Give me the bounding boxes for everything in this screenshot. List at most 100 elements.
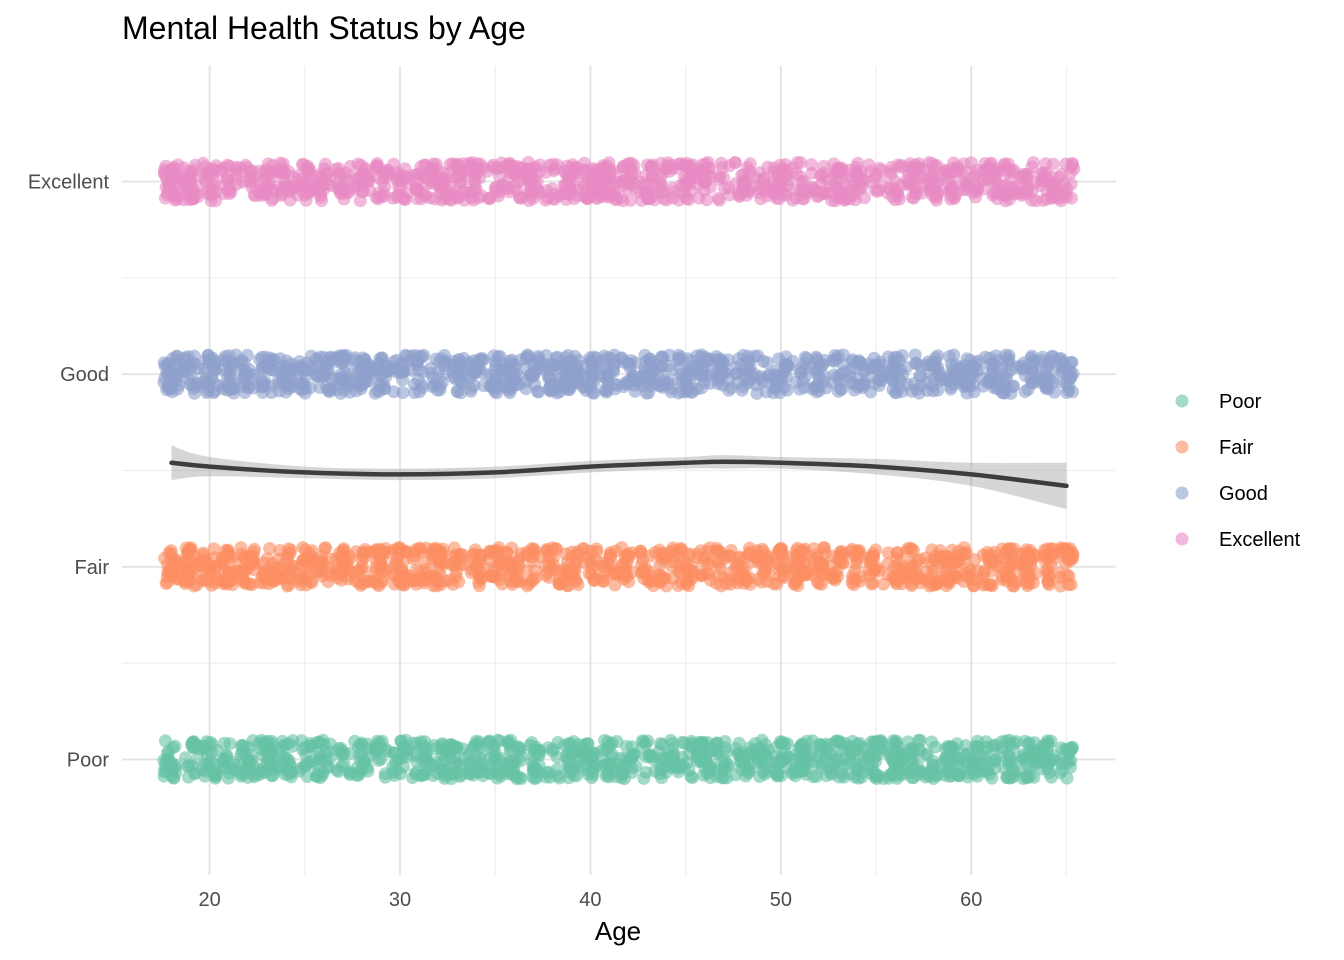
data-point: [944, 173, 958, 187]
data-point: [1039, 380, 1053, 394]
data-point: [418, 735, 432, 749]
data-point: [684, 572, 698, 586]
data-point: [951, 564, 965, 577]
data-point: [179, 541, 193, 555]
data-point: [197, 171, 211, 185]
data-point: [550, 378, 564, 392]
data-point: [598, 353, 612, 367]
data-point: [584, 381, 598, 395]
data-point: [303, 381, 317, 395]
data-point: [419, 189, 432, 203]
data-point: [179, 555, 193, 568]
data-point: [303, 171, 317, 185]
data-point: [219, 748, 233, 762]
data-point: [577, 163, 591, 177]
data-point: [467, 193, 481, 207]
data-point: [825, 549, 839, 563]
data-point: [1020, 768, 1034, 782]
data-point: [654, 761, 668, 775]
data-point: [908, 348, 922, 362]
data-point: [615, 764, 629, 777]
data-point: [988, 753, 1002, 767]
data-point: [337, 383, 351, 397]
data-point: [825, 193, 839, 207]
data-point: [275, 371, 289, 385]
data-point: [734, 754, 748, 768]
data-point: [728, 156, 742, 170]
data-point: [930, 159, 944, 173]
data-point: [538, 559, 552, 573]
data-point: [905, 542, 919, 556]
data-point: [225, 567, 239, 581]
data-point: [983, 578, 997, 592]
data-point: [722, 383, 736, 397]
data-point: [553, 572, 566, 586]
data-point: [266, 191, 280, 205]
data-point: [292, 169, 306, 182]
data-point: [692, 191, 706, 205]
data-point: [263, 542, 277, 555]
data-point: [284, 543, 298, 557]
data-point: [360, 737, 374, 751]
data-point: [188, 158, 202, 172]
data-point: [164, 379, 178, 393]
data-point: [800, 186, 814, 200]
data-point: [610, 735, 624, 748]
data-point: [432, 554, 446, 568]
data-point: [886, 743, 899, 757]
data-point: [581, 750, 595, 764]
data-point: [655, 547, 668, 561]
data-point: [429, 541, 443, 555]
data-point: [743, 157, 757, 171]
data-point: [225, 550, 239, 564]
data-point: [806, 552, 820, 566]
data-point: [838, 193, 851, 207]
data-point: [438, 771, 452, 785]
data-point: [471, 558, 485, 572]
data-point: [526, 574, 540, 587]
data-point: [928, 740, 942, 754]
data-point: [277, 750, 291, 764]
data-point: [831, 570, 845, 584]
data-point: [1060, 190, 1074, 204]
data-point: [247, 188, 261, 202]
data-point: [397, 569, 411, 583]
data-point: [833, 375, 846, 389]
data-point: [621, 356, 635, 370]
data-point: [186, 192, 200, 206]
data-point: [525, 189, 539, 202]
data-point: [501, 555, 515, 569]
data-point: [267, 574, 281, 588]
data-point: [333, 371, 347, 385]
data-point: [1062, 383, 1076, 397]
data-point: [388, 556, 402, 570]
data-point: [969, 190, 983, 204]
data-point: [842, 163, 856, 177]
data-point: [564, 762, 578, 776]
data-point: [561, 752, 575, 766]
data-point: [1045, 547, 1059, 561]
data-point: [767, 368, 781, 382]
data-point: [377, 186, 390, 200]
series-excellent: [158, 155, 1081, 208]
data-point: [884, 167, 898, 181]
legend-key: [1175, 486, 1189, 500]
data-point: [278, 767, 292, 781]
data-point: [293, 377, 307, 391]
data-point: [912, 552, 926, 566]
data-point: [817, 541, 831, 555]
data-point: [467, 739, 481, 753]
data-point: [507, 754, 521, 767]
data-point: [702, 162, 716, 176]
data-point: [380, 365, 394, 378]
data-point: [522, 166, 536, 180]
data-point: [943, 769, 957, 783]
legend-label: Excellent: [1219, 529, 1301, 551]
data-point: [626, 368, 640, 382]
data-point: [656, 185, 669, 199]
data-point: [939, 570, 953, 584]
legend-label: Fair: [1219, 437, 1254, 459]
data-point: [406, 169, 420, 182]
data-point: [1042, 353, 1056, 367]
data-point: [695, 381, 709, 395]
